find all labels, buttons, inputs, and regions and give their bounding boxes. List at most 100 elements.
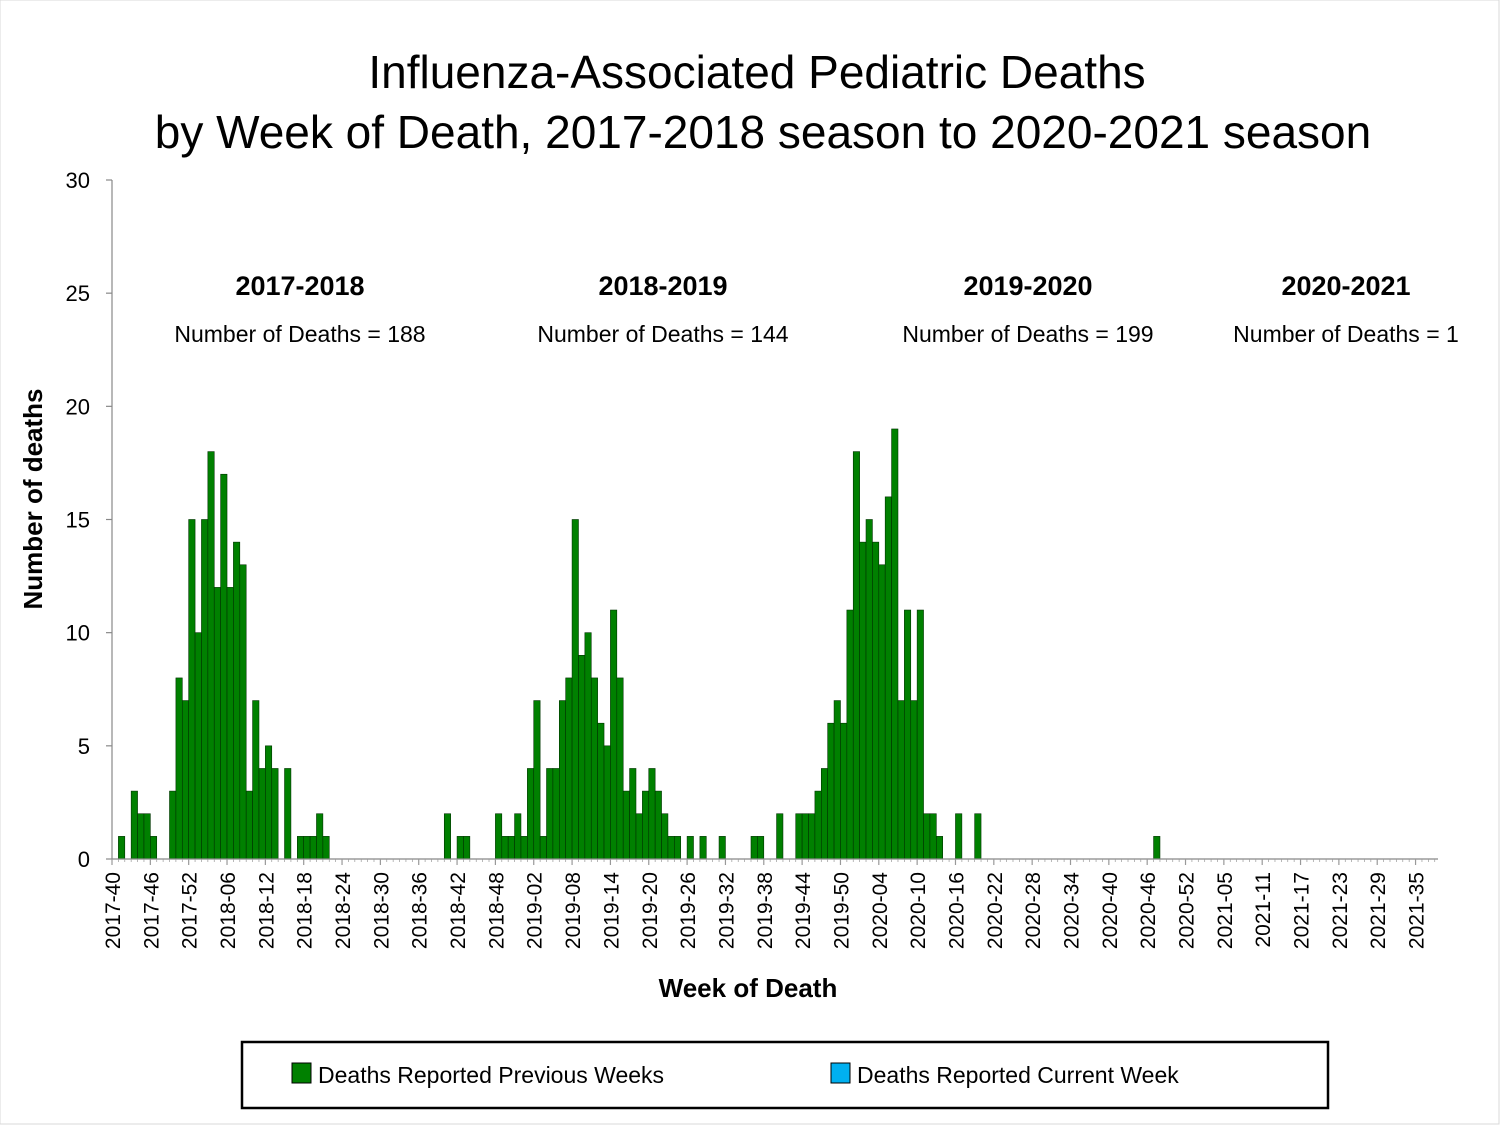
bar — [578, 654, 586, 860]
bar — [827, 722, 835, 860]
bar — [865, 519, 873, 860]
x-tick-label: 2021-23 — [1329, 872, 1352, 949]
x-tick-label: 2018-18 — [294, 872, 317, 949]
bar — [597, 722, 605, 860]
bar — [258, 768, 266, 860]
bar — [443, 813, 451, 860]
x-tick-label: 2020-40 — [1099, 872, 1122, 949]
bar — [194, 632, 202, 860]
bar — [661, 813, 669, 860]
x-tick-label: 2017-52 — [179, 872, 202, 949]
bar — [910, 700, 918, 860]
bar — [916, 609, 924, 860]
y-axis: 0 5 10 15 20 25 30 — [66, 168, 113, 872]
bar — [974, 813, 982, 860]
x-tick-label: 2018-30 — [370, 872, 393, 949]
bar — [181, 700, 189, 860]
x-tick-label: 2019-14 — [600, 872, 623, 949]
x-tick-label: 2021-05 — [1214, 872, 1237, 949]
bar — [622, 790, 630, 860]
bar — [297, 836, 304, 860]
bar — [501, 836, 509, 860]
x-tick-label: 2018-24 — [332, 872, 355, 949]
x-tick-label: 2019-26 — [677, 872, 700, 949]
bar — [610, 609, 618, 860]
bar — [233, 541, 241, 860]
bar — [897, 700, 905, 860]
x-tick-label: 2021-35 — [1406, 872, 1429, 949]
bar — [648, 768, 656, 860]
legend-swatch-current — [830, 1062, 851, 1084]
bar — [833, 700, 841, 860]
y-tick-label: 25 — [66, 281, 90, 306]
bar — [539, 836, 547, 860]
x-tick-label: 2019-08 — [562, 872, 585, 949]
x-tick-label: 2020-52 — [1176, 872, 1199, 949]
bar — [546, 768, 554, 860]
x-tick-label: 2020-34 — [1061, 872, 1084, 949]
bar — [271, 768, 279, 860]
x-tick-label: 2019-38 — [754, 872, 777, 949]
bar — [520, 836, 528, 860]
x-axis: 2017-40 2017-46 2017-52 2018-06 2018-12 2018-… — [102, 858, 1438, 949]
bar — [245, 790, 253, 860]
bar — [137, 813, 145, 860]
bar — [616, 677, 624, 860]
y-axis-title: Number of deaths — [18, 388, 48, 609]
season-count-2017-2018: Number of Deaths = 188 — [174, 321, 425, 347]
season-label-2018-2019: 2018-2019 — [598, 271, 727, 301]
x-tick-label: 2017-46 — [140, 872, 163, 949]
bar — [1153, 836, 1161, 860]
x-tick-label: 2020-16 — [945, 872, 968, 949]
bar — [265, 745, 273, 860]
season-count-2020-2021: Number of Deaths = 1 — [1233, 321, 1459, 347]
bar — [571, 519, 579, 860]
x-tick-label: 2020-46 — [1137, 872, 1160, 949]
x-tick-label: 2020-10 — [907, 872, 930, 949]
bar — [150, 836, 158, 860]
season-annotations: 2017-2018 Number of Deaths = 188 2018-20… — [174, 271, 1458, 347]
bar — [226, 587, 234, 860]
bar — [188, 519, 196, 860]
bar — [776, 813, 784, 860]
x-tick-label: 2020-22 — [984, 872, 1007, 949]
x-tick-label: 2019-44 — [792, 872, 815, 949]
bar — [801, 813, 809, 860]
y-tick-label: 30 — [66, 168, 90, 193]
y-tick-label: 10 — [66, 621, 90, 646]
bar — [750, 836, 758, 860]
legend-swatch-previous — [291, 1062, 312, 1084]
bar — [584, 632, 592, 860]
x-axis-title: Week of Death — [659, 973, 838, 1003]
bar — [143, 813, 151, 860]
season-label-2019-2020: 2019-2020 — [963, 271, 1092, 301]
bar — [565, 677, 573, 860]
bar — [808, 813, 816, 860]
bar — [456, 836, 464, 860]
bar — [674, 836, 682, 860]
bar — [252, 700, 260, 860]
bar — [322, 836, 330, 860]
x-tick-label: 2018-12 — [255, 872, 278, 949]
bar — [507, 836, 515, 860]
bar — [904, 609, 912, 860]
bar — [814, 790, 822, 860]
x-tick-label: 2019-20 — [639, 872, 662, 949]
bar — [629, 768, 637, 860]
bar — [635, 813, 643, 860]
x-tick-label: 2018-42 — [447, 872, 470, 949]
bar — [213, 587, 221, 860]
bar — [201, 519, 209, 860]
bar — [840, 722, 848, 860]
x-tick-label: 2019-02 — [524, 872, 547, 949]
y-tick-label: 20 — [66, 394, 90, 419]
bar — [891, 428, 899, 860]
bar — [872, 541, 880, 860]
bar — [603, 745, 611, 860]
x-tick-label: 2021-11 — [1252, 872, 1275, 948]
bar — [654, 790, 662, 860]
bar — [923, 813, 931, 860]
bar — [699, 836, 707, 860]
